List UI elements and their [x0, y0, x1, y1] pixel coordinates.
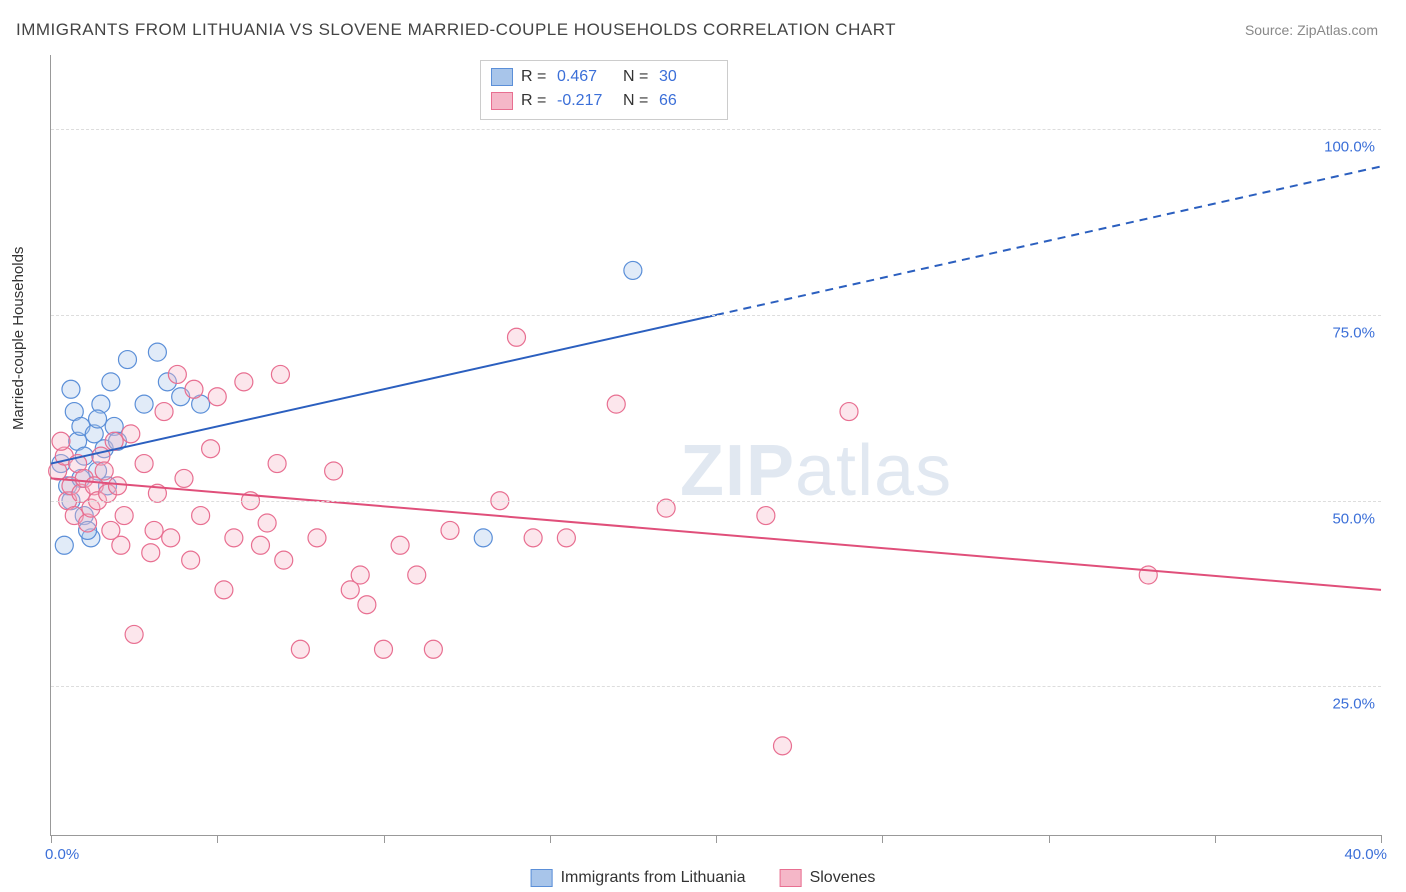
x-tick — [384, 835, 385, 843]
x-tick — [1215, 835, 1216, 843]
series-legend-item: Slovenes — [780, 869, 876, 887]
chart-title: IMMIGRANTS FROM LITHUANIA VS SLOVENE MAR… — [16, 20, 896, 40]
legend-text: -0.217 — [557, 89, 615, 113]
x-tick — [1049, 835, 1050, 843]
y-tick-label: 75.0% — [1332, 325, 1385, 342]
x-tick — [716, 835, 717, 843]
gridline — [51, 686, 1381, 687]
y-axis-label: Married-couple Households — [10, 247, 27, 430]
correlation-legend: R = 0.467 N = 30 R = -0.217 N = 66 — [480, 60, 728, 120]
legend-text: R = — [521, 89, 549, 113]
legend-text: 30 — [659, 65, 717, 89]
x-tick — [51, 835, 52, 843]
legend-text: 0.467 — [557, 65, 615, 89]
legend-row: R = -0.217 N = 66 — [491, 89, 717, 113]
series-legend-label: Slovenes — [810, 869, 876, 887]
legend-swatch — [491, 68, 513, 86]
series-legend: Immigrants from Lithuania Slovenes — [531, 869, 876, 887]
legend-text: N = — [623, 89, 651, 113]
x-tick — [550, 835, 551, 843]
source-label: Source: ZipAtlas.com — [1245, 22, 1378, 38]
x-tick — [217, 835, 218, 843]
legend-swatch — [531, 869, 553, 887]
x-tick — [1381, 835, 1382, 843]
legend-text: N = — [623, 65, 651, 89]
series-legend-label: Immigrants from Lithuania — [561, 869, 746, 887]
legend-text: R = — [521, 65, 549, 89]
legend-row: R = 0.467 N = 30 — [491, 65, 717, 89]
x-tick-label: 0.0% — [45, 846, 79, 863]
legend-swatch — [780, 869, 802, 887]
y-tick-label: 50.0% — [1332, 510, 1385, 527]
legend-text: 66 — [659, 89, 717, 113]
y-tick-label: 25.0% — [1332, 696, 1385, 713]
gridline — [51, 129, 1381, 130]
x-tick — [882, 835, 883, 843]
gridline — [51, 315, 1381, 316]
watermark: ZIPatlas — [680, 430, 952, 512]
legend-swatch — [491, 92, 513, 110]
x-tick-label: 40.0% — [1344, 846, 1387, 863]
series-legend-item: Immigrants from Lithuania — [531, 869, 746, 887]
y-tick-label: 100.0% — [1324, 139, 1385, 156]
